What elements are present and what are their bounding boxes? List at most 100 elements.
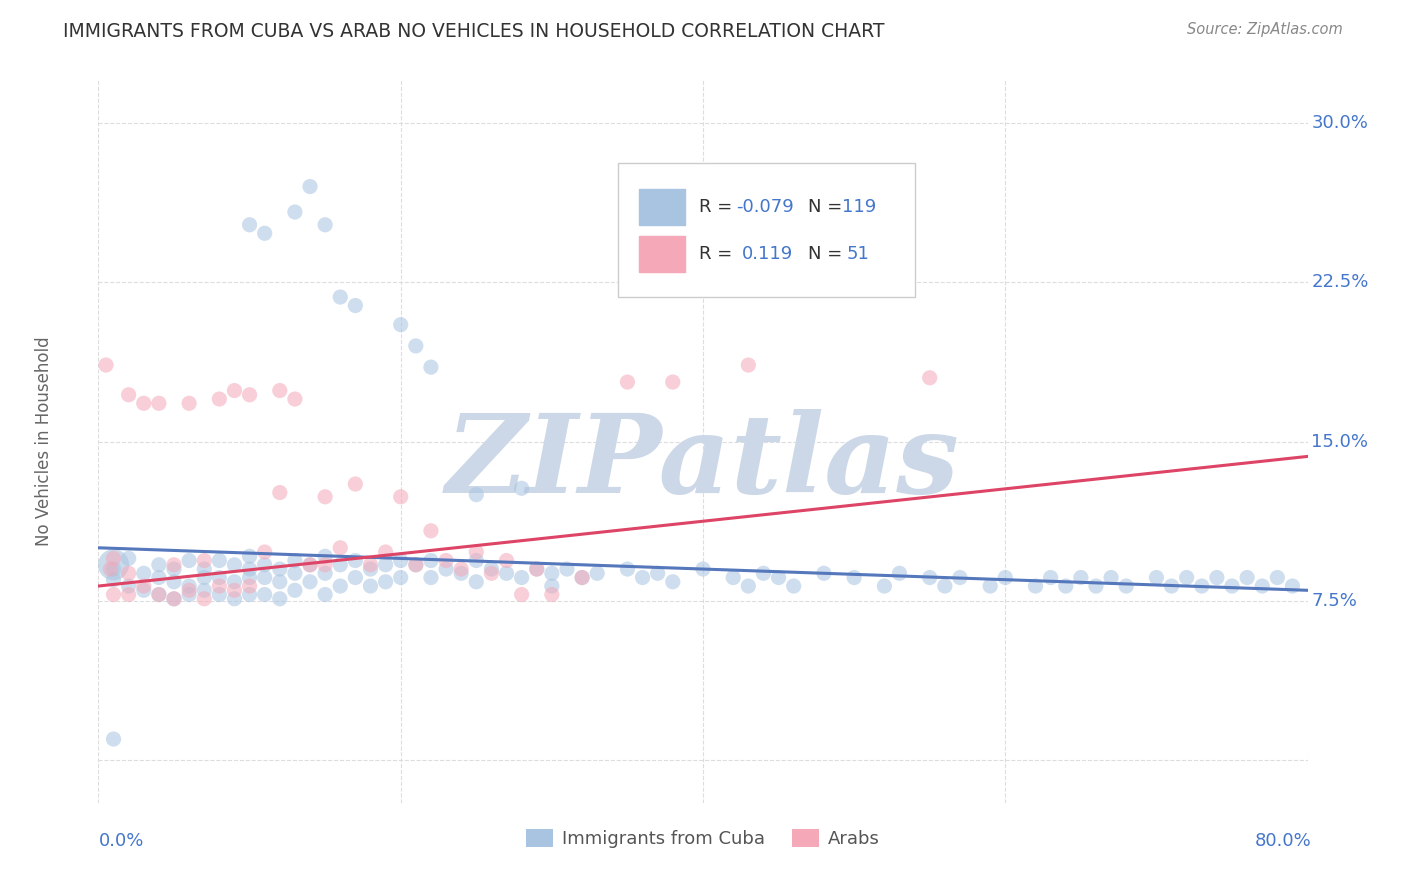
Point [737,579,759,593]
Point [1267,570,1289,584]
Point [179,553,201,567]
Text: -0.079: -0.079 [735,198,793,216]
Point [224,558,246,572]
Point [768,570,790,584]
Point [1175,570,1198,584]
Point [994,570,1017,584]
Point [132,579,155,593]
Point [329,579,352,593]
Point [465,553,488,567]
Point [94,358,117,372]
Point [179,583,201,598]
Bar [638,235,685,272]
Point [103,573,125,587]
Point [208,570,231,584]
Point [1220,579,1243,593]
Point [208,588,231,602]
Point [1281,579,1303,593]
Point [420,524,443,538]
Point [163,562,186,576]
Point [253,558,276,572]
Point [118,551,141,566]
Point [389,570,412,584]
Point [949,570,972,584]
Point [284,205,307,219]
Point [1236,570,1258,584]
Point [193,591,215,606]
Point [389,490,412,504]
Point [179,579,201,593]
Point [844,570,866,584]
Point [103,551,125,566]
Point [224,574,246,589]
Point [148,558,170,572]
Point [208,392,231,406]
Point [239,588,262,602]
Point [495,566,517,581]
Point [239,579,262,593]
Point [420,553,443,567]
Point [284,566,307,581]
Point [344,553,367,567]
Text: 0.119: 0.119 [742,244,793,262]
Point [100,562,122,576]
Point [239,388,262,402]
Point [344,477,367,491]
Text: 0.0%: 0.0% [98,831,143,850]
Text: N =: N = [808,198,848,216]
Point [873,579,896,593]
Point [299,558,322,572]
Point [374,558,396,572]
Point [510,570,533,584]
Point [434,562,457,576]
Text: 51: 51 [846,244,870,262]
Point [253,588,276,602]
Point [783,579,806,593]
Point [540,588,562,602]
Point [434,553,457,567]
Point [344,299,367,313]
Point [239,549,262,564]
Point [1251,579,1274,593]
Point [224,384,246,398]
Point [329,541,352,555]
Point [314,549,336,564]
Legend: Immigrants from Cuba, Arabs: Immigrants from Cuba, Arabs [519,822,887,855]
Point [1054,579,1077,593]
Text: 7.5%: 7.5% [1312,592,1357,610]
Text: Source: ZipAtlas.com: Source: ZipAtlas.com [1187,22,1343,37]
Point [526,562,548,576]
Point [692,264,714,278]
Point [723,570,745,584]
Point [918,570,941,584]
Point [163,591,186,606]
Point [299,179,322,194]
Point [647,566,669,581]
Point [374,545,396,559]
Point [450,566,472,581]
Point [344,570,367,584]
Text: R =: R = [699,244,738,262]
Point [239,218,262,232]
Point [389,553,412,567]
Point [148,588,170,602]
Point [224,583,246,598]
Point [253,545,276,559]
Point [103,558,125,572]
Point [163,558,186,572]
Point [1206,570,1229,584]
Point [586,566,609,581]
Point [1039,570,1062,584]
Point [360,558,382,572]
Point [269,485,291,500]
Bar [638,189,685,225]
Point [389,318,412,332]
Point [1191,579,1213,593]
Point [284,553,307,567]
Point [314,566,336,581]
Point [148,570,170,584]
Point [481,562,503,576]
Point [193,570,215,584]
Text: 22.5%: 22.5% [1312,273,1368,291]
Point [616,562,638,576]
